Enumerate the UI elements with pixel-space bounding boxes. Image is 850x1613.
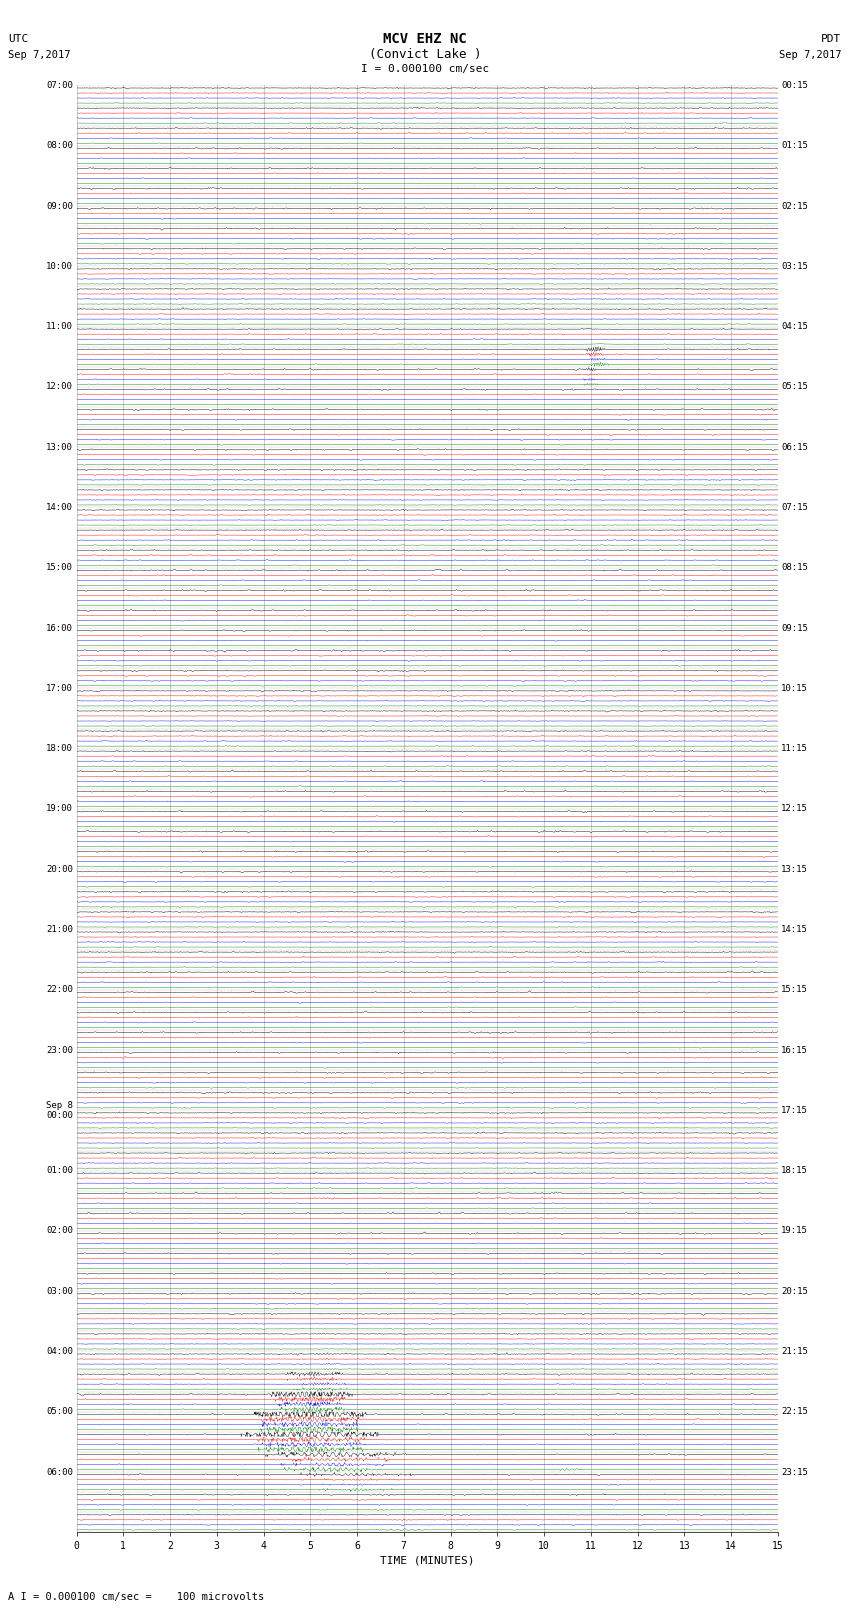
Text: 05:15: 05:15 [781,382,808,392]
X-axis label: TIME (MINUTES): TIME (MINUTES) [380,1555,474,1566]
Text: Sep 8
00:00: Sep 8 00:00 [46,1100,73,1119]
Text: 07:00: 07:00 [46,81,73,90]
Text: PDT: PDT [821,34,842,44]
Text: 16:00: 16:00 [46,624,73,632]
Text: 07:15: 07:15 [781,503,808,511]
Text: 04:00: 04:00 [46,1347,73,1357]
Text: 09:00: 09:00 [46,202,73,211]
Text: 05:00: 05:00 [46,1407,73,1416]
Text: 16:15: 16:15 [781,1045,808,1055]
Text: 18:15: 18:15 [781,1166,808,1176]
Text: 00:15: 00:15 [781,81,808,90]
Text: 08:15: 08:15 [781,563,808,573]
Text: 12:15: 12:15 [781,805,808,813]
Text: 21:15: 21:15 [781,1347,808,1357]
Text: 23:00: 23:00 [46,1045,73,1055]
Text: Sep 7,2017: Sep 7,2017 [8,50,71,60]
Text: MCV EHZ NC: MCV EHZ NC [383,32,467,45]
Text: 10:00: 10:00 [46,261,73,271]
Text: 11:00: 11:00 [46,323,73,331]
Text: 12:00: 12:00 [46,382,73,392]
Text: 15:15: 15:15 [781,986,808,994]
Text: 19:00: 19:00 [46,805,73,813]
Text: 19:15: 19:15 [781,1226,808,1236]
Text: 15:00: 15:00 [46,563,73,573]
Text: 20:00: 20:00 [46,865,73,874]
Text: 08:00: 08:00 [46,142,73,150]
Text: 09:15: 09:15 [781,624,808,632]
Text: 14:00: 14:00 [46,503,73,511]
Text: UTC: UTC [8,34,29,44]
Text: 01:15: 01:15 [781,142,808,150]
Text: Sep 7,2017: Sep 7,2017 [779,50,842,60]
Text: 06:15: 06:15 [781,442,808,452]
Text: 04:15: 04:15 [781,323,808,331]
Text: 17:15: 17:15 [781,1107,808,1115]
Text: (Convict Lake ): (Convict Lake ) [369,48,481,61]
Text: 03:00: 03:00 [46,1287,73,1295]
Text: 10:15: 10:15 [781,684,808,694]
Text: 03:15: 03:15 [781,261,808,271]
Text: I = 0.000100 cm/sec: I = 0.000100 cm/sec [361,65,489,74]
Text: 01:00: 01:00 [46,1166,73,1176]
Text: 02:00: 02:00 [46,1226,73,1236]
Text: 22:15: 22:15 [781,1407,808,1416]
Text: 21:00: 21:00 [46,924,73,934]
Text: 13:15: 13:15 [781,865,808,874]
Text: 14:15: 14:15 [781,924,808,934]
Text: 22:00: 22:00 [46,986,73,994]
Text: 02:15: 02:15 [781,202,808,211]
Text: 17:00: 17:00 [46,684,73,694]
Text: 23:15: 23:15 [781,1468,808,1476]
Text: 13:00: 13:00 [46,442,73,452]
Text: 20:15: 20:15 [781,1287,808,1295]
Text: 18:00: 18:00 [46,744,73,753]
Text: 11:15: 11:15 [781,744,808,753]
Text: A I = 0.000100 cm/sec =    100 microvolts: A I = 0.000100 cm/sec = 100 microvolts [8,1592,264,1602]
Text: 06:00: 06:00 [46,1468,73,1476]
